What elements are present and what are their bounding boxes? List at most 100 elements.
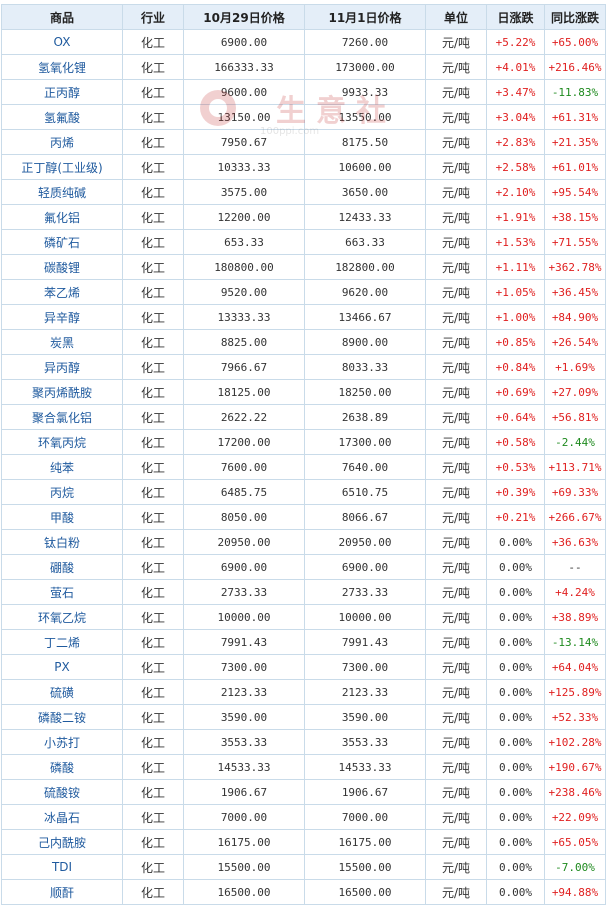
cell-product[interactable]: 硼酸 bbox=[1, 554, 123, 580]
cell-unit: 元/吨 bbox=[425, 79, 487, 105]
cell-industry: 化工 bbox=[122, 304, 184, 330]
cell-yoy-change: +26.54% bbox=[544, 329, 606, 355]
cell-product[interactable]: 异辛醇 bbox=[1, 304, 123, 330]
cell-yoy-change: +95.54% bbox=[544, 179, 606, 205]
cell-price-nov1: 6900.00 bbox=[304, 554, 426, 580]
cell-product[interactable]: TDI bbox=[1, 854, 123, 880]
cell-industry: 化工 bbox=[122, 679, 184, 705]
cell-price-oct29: 15500.00 bbox=[183, 854, 305, 880]
cell-unit: 元/吨 bbox=[425, 429, 487, 455]
table-row: 钛白粉 化工 20950.00 20950.00 元/吨 0.00% +36.63% bbox=[1, 529, 606, 555]
cell-product[interactable]: 甲酸 bbox=[1, 504, 123, 530]
cell-product[interactable]: 聚合氯化铝 bbox=[1, 404, 123, 430]
table-row: 萤石 化工 2733.33 2733.33 元/吨 0.00% +4.24% bbox=[1, 579, 606, 605]
cell-yoy-change: -7.00% bbox=[544, 854, 606, 880]
cell-price-nov1: 13466.67 bbox=[304, 304, 426, 330]
cell-daily-change: 0.00% bbox=[486, 754, 545, 780]
cell-daily-change: 0.00% bbox=[486, 629, 545, 655]
cell-product[interactable]: 氟化铝 bbox=[1, 204, 123, 230]
cell-yoy-change: +65.05% bbox=[544, 829, 606, 855]
header-row: 商品 行业 10月29日价格 11月1日价格 单位 日涨跌 同比涨跌 bbox=[1, 4, 606, 30]
cell-yoy-change: +1.69% bbox=[544, 354, 606, 380]
cell-product[interactable]: 磷矿石 bbox=[1, 229, 123, 255]
cell-price-oct29: 7600.00 bbox=[183, 454, 305, 480]
cell-daily-change: 0.00% bbox=[486, 879, 545, 905]
cell-price-oct29: 3553.33 bbox=[183, 729, 305, 755]
cell-price-nov1: 13550.00 bbox=[304, 104, 426, 130]
table-row: 轻质纯碱 化工 3575.00 3650.00 元/吨 +2.10% +95.54% bbox=[1, 179, 606, 205]
cell-product[interactable]: 硫酸铵 bbox=[1, 779, 123, 805]
cell-price-nov1: 2123.33 bbox=[304, 679, 426, 705]
cell-unit: 元/吨 bbox=[425, 804, 487, 830]
cell-unit: 元/吨 bbox=[425, 654, 487, 680]
cell-price-nov1: 7300.00 bbox=[304, 654, 426, 680]
cell-product[interactable]: 氢氟酸 bbox=[1, 104, 123, 130]
cell-product[interactable]: 纯苯 bbox=[1, 454, 123, 480]
cell-daily-change: 0.00% bbox=[486, 579, 545, 605]
cell-yoy-change: +113.71% bbox=[544, 454, 606, 480]
table-row: 磷酸二铵 化工 3590.00 3590.00 元/吨 0.00% +52.33% bbox=[1, 704, 606, 730]
header-product: 商品 bbox=[1, 4, 123, 30]
cell-product[interactable]: 轻质纯碱 bbox=[1, 179, 123, 205]
cell-price-oct29: 13333.33 bbox=[183, 304, 305, 330]
cell-unit: 元/吨 bbox=[425, 679, 487, 705]
cell-daily-change: +1.00% bbox=[486, 304, 545, 330]
cell-unit: 元/吨 bbox=[425, 179, 487, 205]
cell-price-oct29: 16500.00 bbox=[183, 879, 305, 905]
cell-unit: 元/吨 bbox=[425, 754, 487, 780]
cell-product[interactable]: 正丙醇 bbox=[1, 79, 123, 105]
cell-daily-change: 0.00% bbox=[486, 704, 545, 730]
cell-product[interactable]: 聚丙烯酰胺 bbox=[1, 379, 123, 405]
cell-product[interactable]: 碳酸锂 bbox=[1, 254, 123, 280]
cell-yoy-change: +61.01% bbox=[544, 154, 606, 180]
cell-product[interactable]: 异丙醇 bbox=[1, 354, 123, 380]
cell-industry: 化工 bbox=[122, 704, 184, 730]
cell-price-nov1: 18250.00 bbox=[304, 379, 426, 405]
cell-price-nov1: 16175.00 bbox=[304, 829, 426, 855]
cell-product[interactable]: 冰晶石 bbox=[1, 804, 123, 830]
cell-product[interactable]: 丁二烯 bbox=[1, 629, 123, 655]
cell-product[interactable]: 顺酐 bbox=[1, 879, 123, 905]
cell-product[interactable]: 炭黑 bbox=[1, 329, 123, 355]
table-row: 异丙醇 化工 7966.67 8033.33 元/吨 +0.84% +1.69% bbox=[1, 354, 606, 380]
cell-yoy-change: +52.33% bbox=[544, 704, 606, 730]
cell-product[interactable]: 硫磺 bbox=[1, 679, 123, 705]
cell-product[interactable]: 钛白粉 bbox=[1, 529, 123, 555]
cell-product[interactable]: 氢氧化锂 bbox=[1, 54, 123, 80]
cell-product[interactable]: PX bbox=[1, 654, 123, 680]
header-price-oct29: 10月29日价格 bbox=[183, 4, 305, 30]
cell-product[interactable]: 己内酰胺 bbox=[1, 829, 123, 855]
cell-product[interactable]: 苯乙烯 bbox=[1, 279, 123, 305]
cell-price-oct29: 2733.33 bbox=[183, 579, 305, 605]
cell-yoy-change: +56.81% bbox=[544, 404, 606, 430]
cell-price-oct29: 6900.00 bbox=[183, 29, 305, 55]
cell-product[interactable]: 萤石 bbox=[1, 579, 123, 605]
cell-price-nov1: 7000.00 bbox=[304, 804, 426, 830]
table-row: 丁二烯 化工 7991.43 7991.43 元/吨 0.00% -13.14% bbox=[1, 629, 606, 655]
cell-industry: 化工 bbox=[122, 54, 184, 80]
header-yoy-change: 同比涨跌 bbox=[544, 4, 606, 30]
cell-price-oct29: 10333.33 bbox=[183, 154, 305, 180]
cell-price-oct29: 8050.00 bbox=[183, 504, 305, 530]
cell-unit: 元/吨 bbox=[425, 604, 487, 630]
cell-product[interactable]: OX bbox=[1, 29, 123, 55]
cell-daily-change: 0.00% bbox=[486, 679, 545, 705]
cell-product[interactable]: 磷酸 bbox=[1, 754, 123, 780]
cell-product[interactable]: 丙烯 bbox=[1, 129, 123, 155]
cell-yoy-change: +69.33% bbox=[544, 479, 606, 505]
cell-product[interactable]: 环氧乙烷 bbox=[1, 604, 123, 630]
cell-product[interactable]: 环氧丙烷 bbox=[1, 429, 123, 455]
cell-yoy-change: +362.78% bbox=[544, 254, 606, 280]
cell-product[interactable]: 小苏打 bbox=[1, 729, 123, 755]
cell-industry: 化工 bbox=[122, 204, 184, 230]
cell-price-nov1: 10600.00 bbox=[304, 154, 426, 180]
cell-product[interactable]: 正丁醇(工业级) bbox=[1, 154, 123, 180]
table-row: 甲酸 化工 8050.00 8066.67 元/吨 +0.21% +266.67% bbox=[1, 504, 606, 530]
cell-product[interactable]: 磷酸二铵 bbox=[1, 704, 123, 730]
table-row: 正丙醇 化工 9600.00 9933.33 元/吨 +3.47% -11.83% bbox=[1, 79, 606, 105]
cell-daily-change: +3.47% bbox=[486, 79, 545, 105]
cell-unit: 元/吨 bbox=[425, 129, 487, 155]
cell-yoy-change: +71.55% bbox=[544, 229, 606, 255]
table-row: 纯苯 化工 7600.00 7640.00 元/吨 +0.53% +113.71% bbox=[1, 454, 606, 480]
cell-product[interactable]: 丙烷 bbox=[1, 479, 123, 505]
